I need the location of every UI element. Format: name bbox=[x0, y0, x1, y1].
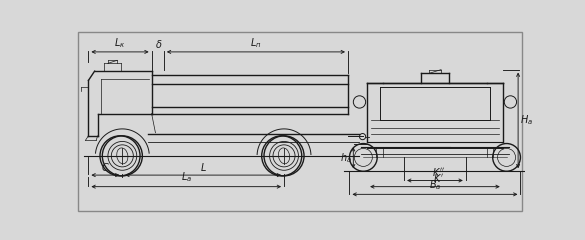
Text: $K^{\prime}$: $K^{\prime}$ bbox=[433, 172, 444, 184]
Text: $\delta$: $\delta$ bbox=[154, 38, 162, 50]
Text: $K^{\prime\prime}$: $K^{\prime\prime}$ bbox=[432, 166, 445, 178]
Text: $L$: $L$ bbox=[199, 161, 207, 173]
Text: $C$: $C$ bbox=[101, 161, 110, 173]
Text: $h_а$: $h_а$ bbox=[340, 151, 352, 165]
Text: $H_а$: $H_а$ bbox=[521, 114, 534, 127]
Text: $L_а$: $L_а$ bbox=[181, 171, 192, 184]
Text: $L_п$: $L_п$ bbox=[250, 36, 261, 50]
Text: $B_а$: $B_а$ bbox=[429, 178, 441, 192]
Text: $L_к$: $L_к$ bbox=[114, 36, 126, 50]
